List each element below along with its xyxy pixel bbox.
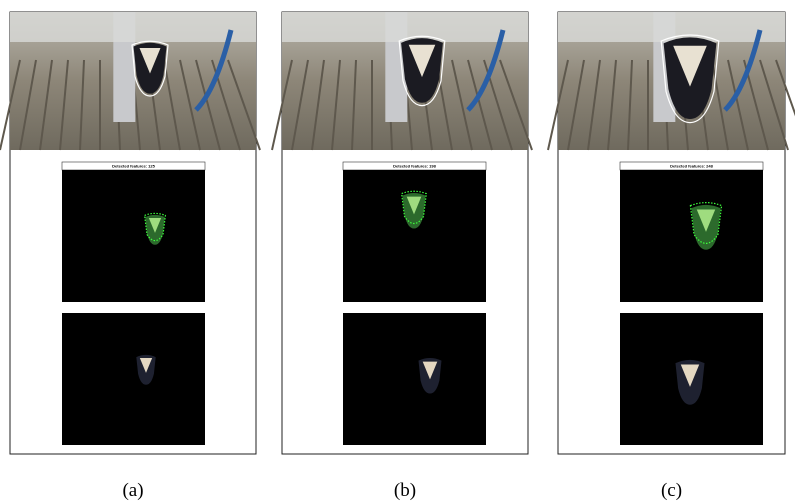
wall: [282, 12, 528, 42]
cutout-image: [343, 313, 486, 445]
panel: Detected features: 198 (b): [272, 12, 532, 501]
features-title: Detected features: 125: [112, 164, 155, 169]
features-title: Detected features: 248: [670, 164, 713, 169]
panel-label: (a): [122, 480, 143, 501]
feature-image: [343, 170, 486, 302]
cutout-image: [62, 313, 205, 445]
panel-label: (c): [661, 480, 682, 501]
figure: Detected features: 125(a)Detected featur…: [0, 0, 795, 502]
wall: [10, 12, 256, 42]
panel: Detected features: 125 (a): [0, 12, 260, 501]
feature-image: [620, 170, 763, 302]
feature-image: [62, 170, 205, 302]
features-title: Detected features: 198: [393, 164, 436, 169]
panel: Detected features: 248 (c): [548, 12, 795, 501]
panel-label: (b): [394, 480, 416, 501]
